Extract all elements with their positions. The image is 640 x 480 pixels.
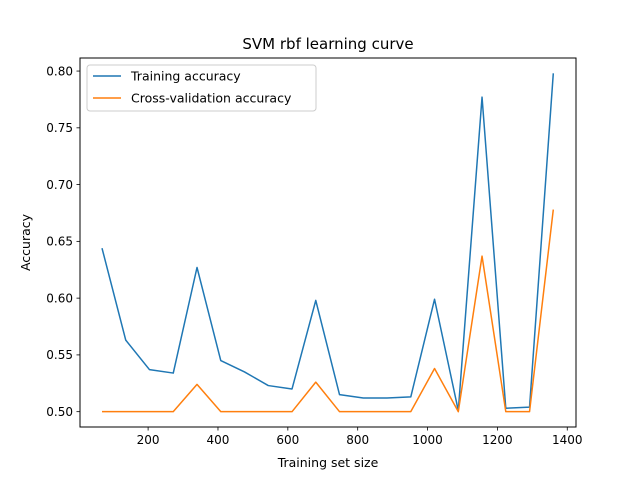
y-tick-label: 0.65: [46, 235, 73, 249]
y-tick-label: 0.75: [46, 121, 73, 135]
x-tick-label: 1200: [482, 433, 513, 447]
y-tick-label: 0.60: [46, 291, 73, 305]
y-tick-label: 0.55: [46, 348, 73, 362]
x-tick-label: 800: [346, 433, 369, 447]
legend-box: [86, 64, 317, 112]
chart-title: SVM rbf learning curve: [242, 35, 413, 53]
x-tick-label: 400: [207, 433, 230, 447]
plot-lines: [101, 73, 555, 413]
x-axis-label: Training set size: [277, 455, 379, 470]
x-tick-label: 1400: [552, 433, 583, 447]
plot-frame: [79, 57, 577, 428]
legend-label-cross-validation: Cross-validation accuracy: [131, 91, 292, 106]
x-axis-ticks: 200 400 600 800 1000 1200 1400: [137, 427, 583, 447]
series-line-1: [102, 209, 555, 413]
series-line-0: [101, 73, 555, 412]
y-tick-label: 0.70: [46, 178, 73, 192]
x-tick-label: 600: [276, 433, 299, 447]
x-tick-label: 200: [137, 433, 160, 447]
legend: Training accuracy Cross-validation accur…: [86, 64, 317, 112]
y-tick-label: 0.80: [46, 64, 73, 78]
y-axis-ticks: 0.50 0.55 0.60 0.65 0.70 0.75 0.80: [46, 64, 80, 419]
x-tick-label: 1000: [412, 433, 443, 447]
y-axis-label: Accuracy: [18, 213, 33, 271]
legend-label-training: Training accuracy: [130, 69, 241, 84]
y-tick-label: 0.50: [46, 405, 73, 419]
